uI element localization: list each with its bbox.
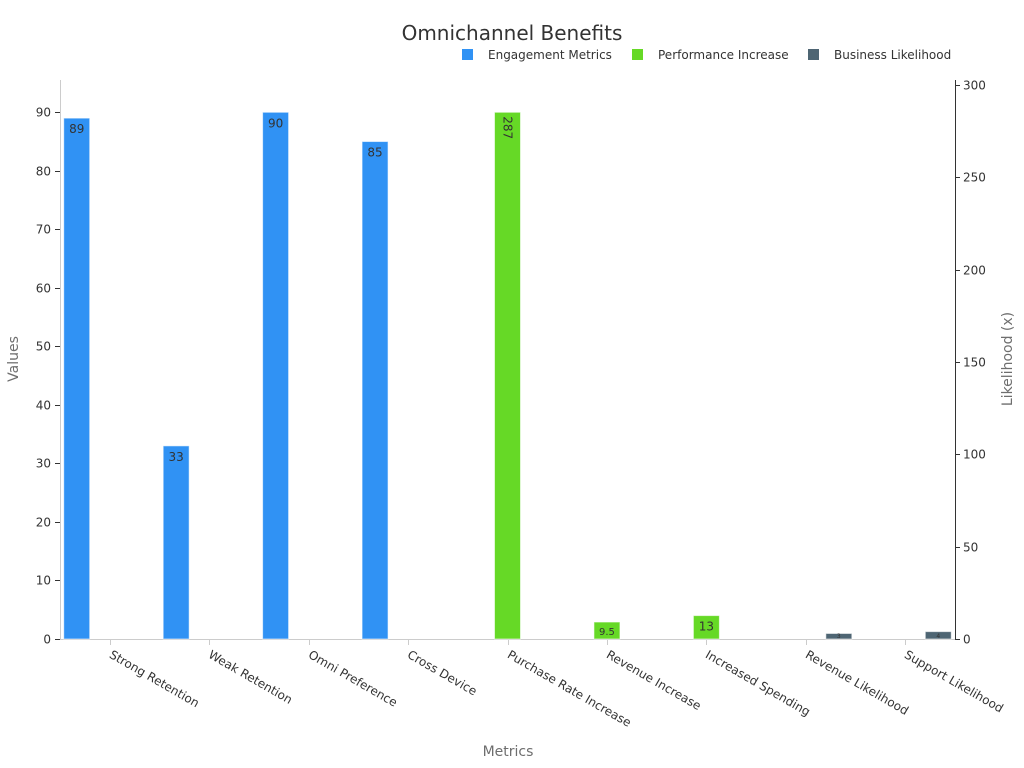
data-label: 287 [501,116,515,139]
legend-item-business-likelihood: Business Likelihood [808,48,951,62]
y2-tick-label: 200 [963,264,986,278]
bar-engagement-metrics-cross-device [361,141,389,640]
y-tick-label: 20 [36,516,51,530]
x-tick-label-strong-retention: Strong Retention [107,647,202,710]
y-axis-label: Values [6,336,22,382]
y2-tick-label: 300 [963,79,986,93]
x-tick-label-support-likelihood: Support Likelihood [902,647,1006,715]
bar-performance-increase-revenue-increase [593,621,621,640]
y2-tick-label: 100 [963,448,986,462]
x-tick-label-increased-spending: Increased Spending [703,647,813,718]
legend-item-performance-increase: Performance Increase [632,48,789,62]
y2-tick-label: 0 [963,633,971,647]
legend-label: Performance Increase [658,48,789,62]
y2-tick-label: 50 [963,541,978,555]
bars [63,111,952,640]
y-axis-ticks: 0 10 20 30 40 50 60 70 80 90 [36,106,60,647]
bar-engagement-metrics-strong-retention [63,117,91,640]
y-tick-label: 90 [36,106,51,120]
chart-title: Omnichannel Benefits [402,21,623,45]
y-tick-label: 60 [36,282,51,296]
legend-swatch [632,49,643,60]
x-tick-label-revenue-increase: Revenue Increase [604,647,704,713]
y-tick-label: 10 [36,574,51,588]
x-tick-label-revenue-likelihood: Revenue Likelihood [803,647,911,717]
y2-axis-ticks: 0 50 100 150 200 250 300 [955,79,986,647]
y2-tick-label: 250 [963,171,986,185]
bar-engagement-metrics-weak-retention [162,445,190,640]
legend-item-engagement-metrics: Engagement Metrics [462,48,612,62]
bar-business-likelihood-revenue-likelihood [825,632,853,640]
bar-business-likelihood-support-likelihood [924,631,952,640]
y-tick-label: 30 [36,457,51,471]
x-axis-ticks: Strong Retention Weak Retention Omni Prefe… [107,639,1006,730]
legend-label: Business Likelihood [834,48,951,62]
y2-axis-label: Likelihood (x) [1000,312,1016,406]
y-tick-label: 50 [36,340,51,354]
data-label: 13 [699,620,714,634]
legend-label: Engagement Metrics [488,48,612,62]
y-tick-label: 80 [36,165,51,179]
y2-tick-label: 150 [963,356,986,370]
data-label: 85 [367,146,382,160]
data-label: 89 [69,122,84,136]
bar-performance-increase-purchase-rate-increase [494,111,521,640]
x-axis-label: Metrics [483,744,534,760]
y-tick-label: 0 [43,633,51,647]
y-tick-label: 70 [36,223,51,237]
bar-performance-increase-increased-spending [692,615,720,640]
legend-swatch [808,49,819,60]
x-tick-label-weak-retention: Weak Retention [206,647,295,706]
y-tick-label: 40 [36,399,51,413]
x-tick-label-omni-preference: Omni Preference [306,647,400,709]
data-label: 9.5 [599,627,615,638]
bar-labels: 89 33 90 85 287 9.5 13 3 4 [69,116,940,640]
data-label: 90 [268,116,283,130]
legend-swatch [462,49,473,60]
x-tick-label-cross-device: Cross Device [405,647,479,698]
bar-engagement-metrics-omni-preference [262,111,290,640]
data-label: 3 [837,633,841,640]
data-label: 4 [936,633,940,640]
legend: Engagement Metrics Performance Increase Bu… [462,48,951,62]
data-label: 33 [169,450,184,464]
